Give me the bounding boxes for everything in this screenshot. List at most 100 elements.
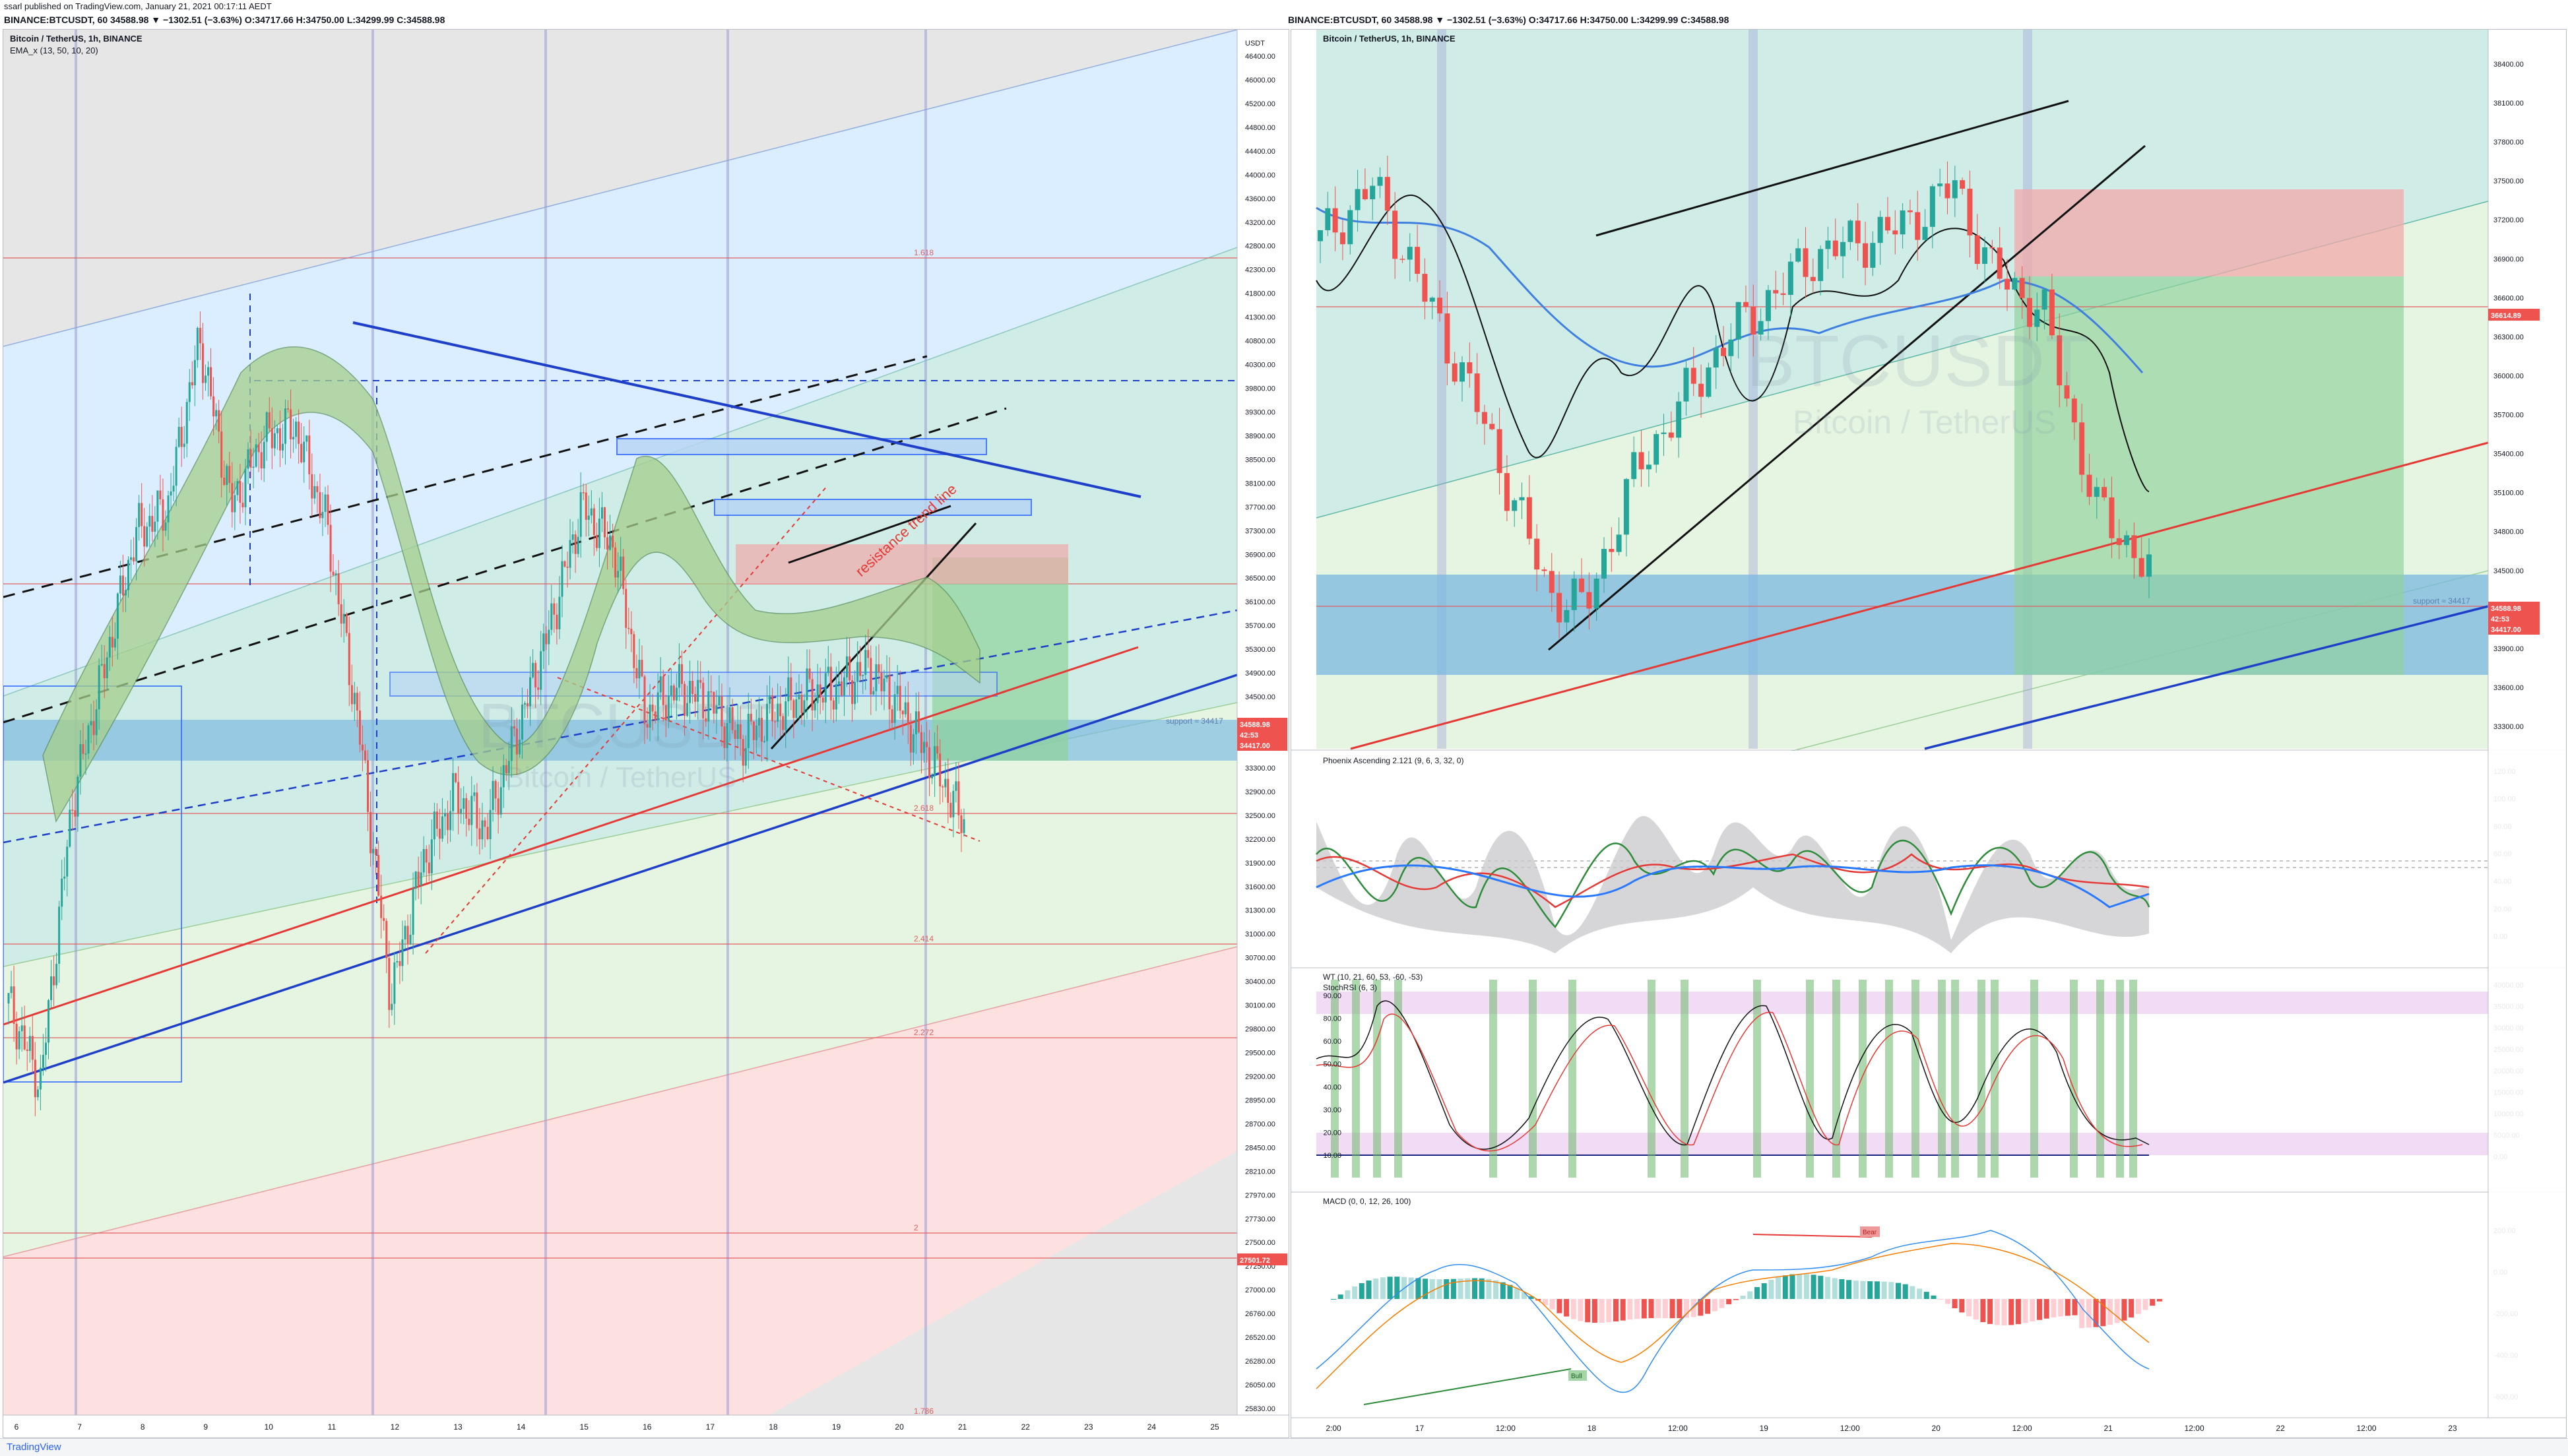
- candle-body: [1444, 313, 1450, 364]
- right-x-axis[interactable]: [1291, 1418, 2566, 1438]
- candle-body: [1773, 290, 1779, 294]
- candle-body: [603, 507, 606, 538]
- x-tick-label: 12:00: [1668, 1424, 1688, 1433]
- left-chart-svg[interactable]: Bitcoin / TetherUS, 1h, BINANCE EMA_x (1…: [3, 30, 1289, 1438]
- candle-body: [680, 664, 683, 684]
- y-tick-label: 34500.00: [2493, 567, 2524, 575]
- candle-body: [1579, 579, 1585, 592]
- macd-bear-tag: [1860, 1226, 1880, 1237]
- macd-bar: [1599, 1299, 1605, 1323]
- candle-body: [457, 782, 460, 814]
- band-edge-4: [3, 946, 1238, 1257]
- candle-body: [138, 503, 141, 527]
- y-tick-label: 33300.00: [2493, 723, 2524, 731]
- macd-bar: [1394, 1277, 1400, 1299]
- right-price-tags: 36614.89 34588.98 42:53 34417.00: [2488, 309, 2540, 635]
- macd-bar: [1359, 1282, 1364, 1299]
- macd-bull-label: Bull: [1571, 1373, 1582, 1380]
- candle-body: [2064, 385, 2070, 399]
- x-tick-label: 18: [1588, 1424, 1597, 1433]
- candle-body: [1407, 247, 1413, 260]
- left-y-ticks: 46400.00 46000.00 45200.00 44800.00 44400.00…: [1245, 53, 1275, 1413]
- candle-body: [957, 781, 960, 815]
- candle-body: [672, 685, 675, 701]
- tradingview-logo[interactable]: TradingView: [7, 1441, 61, 1453]
- y-tick-label: 31000.00: [1245, 931, 1275, 939]
- candle-body: [1780, 293, 1786, 296]
- y-tick-label: 35300.00: [1245, 646, 1275, 654]
- candle-body: [808, 668, 811, 680]
- macd-bar: [1677, 1299, 1683, 1319]
- candle-body: [1795, 248, 1801, 262]
- candle-body: [1840, 241, 1846, 257]
- right-chart-panel[interactable]: Bitcoin / TetherUS, 1h, BINANCE BTCUSDT …: [1291, 29, 2567, 1438]
- macd-pane[interactable]: [1316, 1193, 2488, 1417]
- wt-signal-bar: [1991, 980, 1999, 1178]
- candle-body: [484, 820, 486, 827]
- candle-body: [846, 656, 849, 678]
- macd-bar: [1408, 1277, 1414, 1299]
- candle-body: [715, 705, 718, 714]
- macd-bar: [1747, 1291, 1753, 1299]
- candle-body: [223, 477, 226, 486]
- band-teal: [3, 247, 1237, 966]
- candle-body: [782, 716, 785, 730]
- candle-body: [734, 730, 736, 740]
- candle-body: [843, 677, 845, 696]
- x-tick-label: 10: [265, 1422, 274, 1432]
- candle-body: [2071, 398, 2077, 423]
- candle-body: [348, 633, 350, 685]
- left-chart-panel[interactable]: Bitcoin / TetherUS, 1h, BINANCE EMA_x (1…: [3, 29, 1289, 1438]
- right-legend-title: Bitcoin / TetherUS, 1h, BINANCE: [1323, 34, 1456, 44]
- y-tick-label: 33900.00: [2493, 645, 2524, 653]
- candle-body: [609, 535, 612, 550]
- macd-bar: [1789, 1274, 1795, 1299]
- wt-signal-bar: [1753, 980, 1761, 1178]
- macd-bar: [1719, 1299, 1725, 1308]
- candle-body: [641, 660, 643, 677]
- macd-bar: [2051, 1299, 2057, 1317]
- candle-body: [7, 993, 10, 1004]
- candle-body: [643, 676, 646, 724]
- y-tick-label: 32900.00: [1245, 788, 1275, 796]
- macd-bar: [1486, 1279, 1492, 1299]
- candle-body: [185, 402, 188, 444]
- candle-body: [736, 724, 739, 740]
- macd-bar: [1570, 1299, 1576, 1319]
- candle-body: [188, 382, 191, 402]
- macd-bar: [1832, 1278, 1838, 1299]
- candle-body: [191, 382, 193, 386]
- left-x-axis[interactable]: [3, 1415, 1289, 1438]
- right-chart-svg[interactable]: Bitcoin / TetherUS, 1h, BINANCE BTCUSDT …: [1291, 30, 2566, 1438]
- candle-body: [590, 508, 593, 516]
- candle-body: [50, 976, 53, 1000]
- candle-body: [915, 711, 917, 734]
- macd-bar: [2150, 1299, 2156, 1306]
- macd-bar: [2114, 1299, 2120, 1323]
- right-y-axis[interactable]: [2488, 30, 2566, 1418]
- y-tick-label: 80.00: [1323, 1015, 1341, 1023]
- x-tick-label: 16: [643, 1422, 652, 1432]
- macd-bar: [1345, 1290, 1351, 1299]
- y-tick-label: 34900.00: [1245, 670, 1275, 678]
- candle-body: [2116, 538, 2122, 546]
- candle-body: [556, 614, 558, 629]
- macd-bar: [2058, 1299, 2064, 1317]
- y-tick-label: 26520.00: [1245, 1334, 1275, 1342]
- candle-body: [563, 561, 566, 567]
- macd-bar: [1450, 1279, 1456, 1299]
- x-tick-label: 12: [391, 1422, 400, 1432]
- macd-bar: [1944, 1299, 1950, 1304]
- candle-body: [252, 466, 255, 468]
- candle-body: [417, 871, 420, 886]
- candle-body: [53, 976, 55, 986]
- candle-body: [36, 1089, 39, 1098]
- candle-body: [1489, 424, 1495, 429]
- candle-body: [1332, 208, 1338, 233]
- candle-body: [1758, 321, 1764, 335]
- price-tag-bg: [2488, 612, 2540, 624]
- candle-body: [2012, 278, 2018, 290]
- wt-title-2: StochRSI (6, 3): [1323, 983, 1377, 992]
- y-tick-label: 38500.00: [1245, 456, 1275, 464]
- candle-body: [84, 753, 87, 755]
